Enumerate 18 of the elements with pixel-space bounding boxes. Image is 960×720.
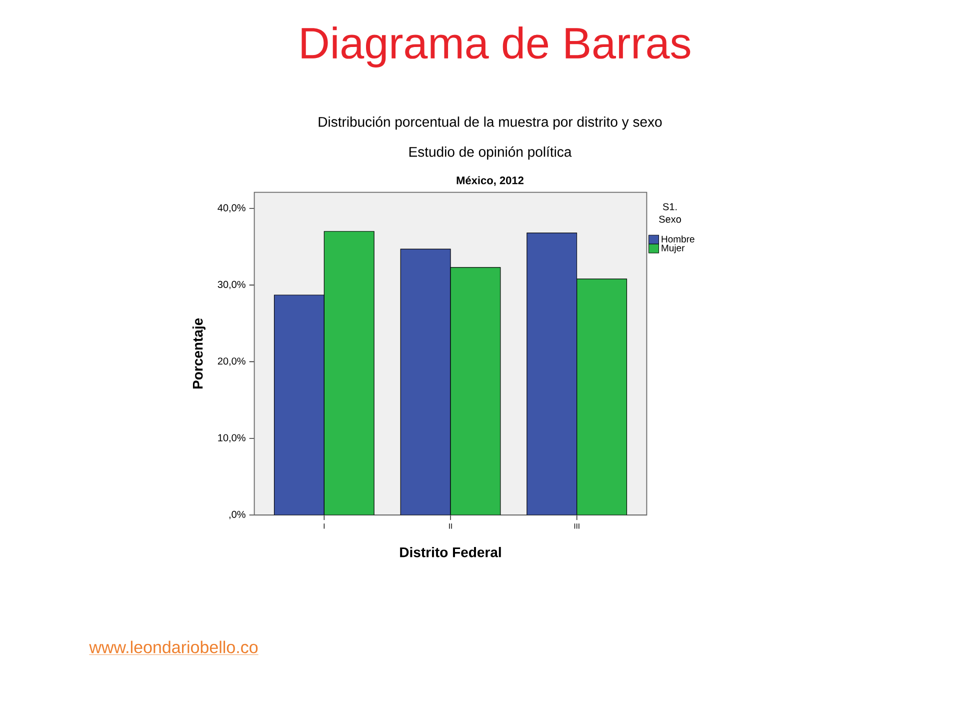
bar [400, 248, 451, 515]
legend-title: S1. Sexo [659, 203, 681, 223]
legend-label: Hombre [662, 235, 694, 242]
y-tick-label: 20,0% [218, 358, 246, 366]
y-tick-label: 30,0% [218, 280, 246, 290]
text: www.leondariobello.co [89, 640, 258, 654]
text: Estudio de opinión política [409, 146, 572, 160]
y-axis-title: Porcentaje [192, 318, 206, 388]
bar [274, 294, 324, 515]
bar [526, 232, 578, 515]
legend-label: Mujer [662, 244, 685, 254]
text: México, 2012 [456, 176, 524, 186]
chart-title: Diagrama de Barras [302, 26, 690, 68]
y-tick-label: ,0% [229, 510, 246, 520]
chart-subtitle: Distribución porcentual de la muestra por distrito y sexo [318, 116, 662, 130]
y-tick-label: 40,0% [218, 204, 246, 213]
x-axis-title: Distrito Federal [400, 546, 501, 558]
y-tick-label: 10,0% [218, 434, 246, 442]
